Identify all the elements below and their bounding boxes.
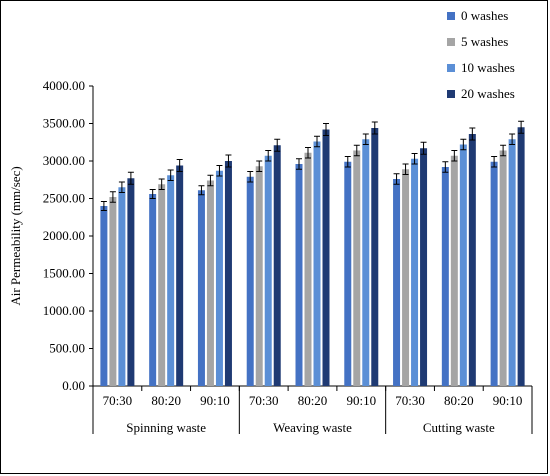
- legend-swatch: [447, 90, 455, 98]
- x-category-label: 90:10: [200, 393, 230, 408]
- bar: [149, 194, 157, 386]
- bar: [118, 187, 126, 386]
- x-category-label: 70:30: [395, 393, 425, 408]
- bar: [100, 206, 108, 386]
- bar: [313, 141, 321, 386]
- x-group-label: Weaving waste: [273, 420, 352, 435]
- bar: [517, 127, 525, 386]
- bar: [459, 144, 467, 386]
- y-tick-label: 1500.00: [43, 266, 85, 281]
- bar: [441, 167, 449, 386]
- bar: [215, 170, 223, 386]
- x-group-label: Cutting waste: [423, 420, 495, 435]
- bar: [264, 155, 272, 386]
- legend-label: 10 washes: [461, 60, 515, 75]
- y-tick-label: 3500.00: [43, 116, 85, 131]
- bar: [304, 152, 312, 386]
- bar: [176, 165, 184, 386]
- bar: [468, 134, 476, 386]
- bar: [295, 164, 303, 386]
- bar: [411, 158, 419, 386]
- bar: [109, 197, 117, 386]
- bar: [508, 139, 516, 386]
- bar: [420, 148, 428, 386]
- x-category-label: 70:30: [249, 393, 279, 408]
- bar: [450, 155, 458, 386]
- bar: [127, 178, 135, 386]
- y-axis-title: Air Permeability (mm/sec): [8, 166, 23, 305]
- y-tick-label: 3000.00: [43, 153, 85, 168]
- x-category-label: 80:20: [444, 393, 474, 408]
- legend-label: 0 washes: [461, 8, 508, 23]
- bar: [224, 161, 232, 386]
- legend-label: 20 washes: [461, 86, 515, 101]
- bar: [167, 175, 175, 386]
- x-category-label: 70:30: [103, 393, 133, 408]
- bar: [344, 161, 352, 386]
- bar: [322, 129, 330, 386]
- bar: [206, 180, 214, 386]
- bar: [255, 166, 263, 386]
- legend-swatch: [447, 12, 455, 20]
- legend-swatch: [447, 64, 455, 72]
- x-category-label: 90:10: [493, 393, 523, 408]
- y-tick-label: 2000.00: [43, 228, 85, 243]
- bar: [197, 190, 205, 386]
- bar: [402, 169, 410, 386]
- bar: [158, 184, 166, 386]
- bar: [273, 145, 281, 386]
- x-category-label: 80:20: [298, 393, 328, 408]
- bar: [499, 150, 507, 386]
- bar: [490, 161, 498, 386]
- bar: [246, 176, 254, 386]
- bar: [371, 128, 379, 386]
- x-category-label: 80:20: [151, 393, 181, 408]
- x-category-label: 90:10: [346, 393, 376, 408]
- bar: [362, 139, 370, 386]
- bar: [353, 150, 361, 386]
- bar: [393, 179, 401, 386]
- y-tick-label: 2500.00: [43, 191, 85, 206]
- legend-label: 5 washes: [461, 34, 508, 49]
- x-group-label: Spinning waste: [126, 420, 206, 435]
- y-tick-label: 1000.00: [43, 303, 85, 318]
- y-tick-label: 0.00: [62, 378, 85, 393]
- y-tick-label: 500.00: [49, 341, 85, 356]
- legend-swatch: [447, 38, 455, 46]
- y-tick-label: 4000.00: [43, 78, 85, 93]
